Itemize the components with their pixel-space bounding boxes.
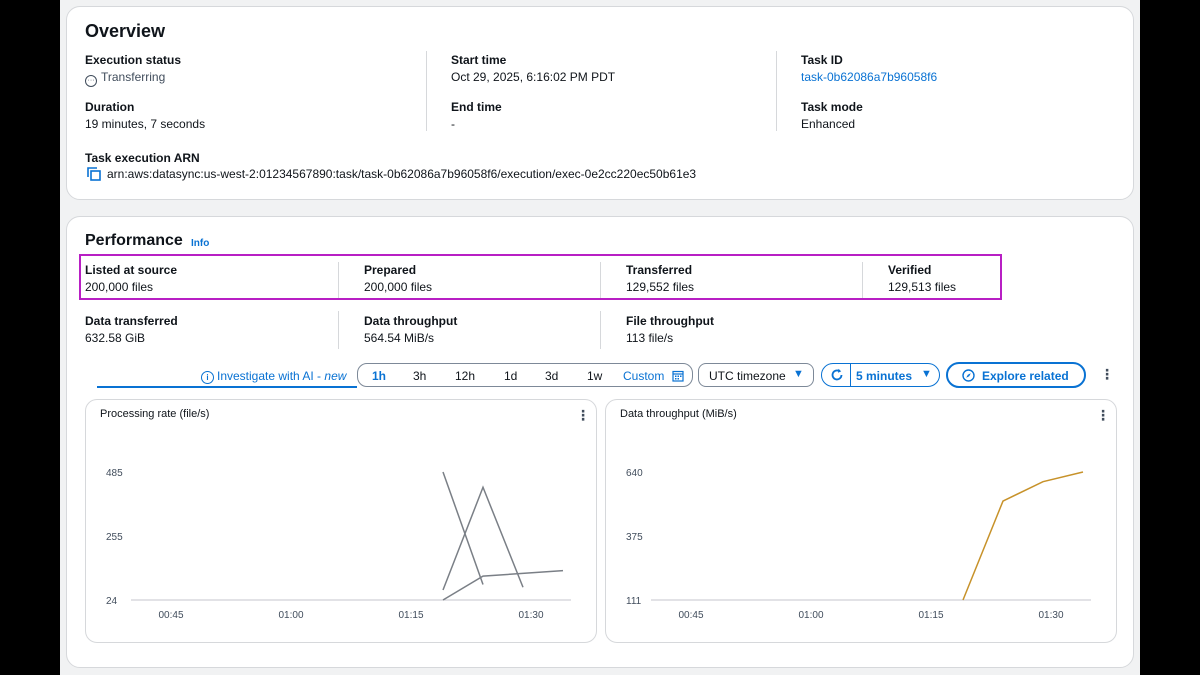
- y-tick-label: 485: [106, 468, 123, 479]
- overview-card: Overview Execution status ··· Transferrin…: [66, 6, 1134, 200]
- refresh-interval-select[interactable]: 5 minutes: [856, 369, 913, 383]
- range-12h[interactable]: 12h: [455, 369, 476, 383]
- more-options-icon[interactable]: ⋮: [1100, 366, 1114, 382]
- metric-label: Prepared: [364, 263, 417, 277]
- arn-label: Task execution ARN: [85, 151, 200, 165]
- x-tick-label: 01:30: [1038, 610, 1063, 621]
- calendar-icon: [672, 370, 684, 382]
- task-id-label: Task ID: [801, 53, 843, 67]
- range-1w[interactable]: 1w: [587, 369, 603, 383]
- chart-menu-icon[interactable]: ⋮: [576, 407, 590, 423]
- timezone-select[interactable]: UTC timezone ▼: [698, 363, 814, 387]
- x-tick-label: 01:00: [278, 610, 303, 621]
- x-tick-label: 01:00: [798, 610, 823, 621]
- execution-status-label: Execution status: [85, 53, 182, 67]
- info-circle-icon: i: [201, 371, 214, 384]
- metric-value: 129,513 files: [888, 280, 957, 294]
- investigate-ai-link[interactable]: i Investigate with AI - new: [201, 369, 346, 384]
- task-id-link[interactable]: task-0b62086a7b96058f6: [801, 70, 938, 84]
- chart-title: Data throughput (MiB/s): [620, 408, 737, 420]
- divider: [338, 311, 339, 349]
- page: Overview Execution status ··· Transferrin…: [60, 0, 1140, 675]
- end-time-value: -: [451, 117, 455, 131]
- execution-status-value: ··· Transferring: [85, 70, 166, 87]
- divider: [338, 262, 339, 298]
- x-tick-label: 01:15: [398, 610, 423, 621]
- task-mode-value: Enhanced: [801, 117, 856, 131]
- metric-label: File throughput: [626, 314, 714, 328]
- range-custom[interactable]: Custom: [623, 369, 684, 383]
- x-tick-label: 00:45: [158, 610, 183, 621]
- caret-down-icon: ▼: [793, 368, 804, 380]
- range-3h[interactable]: 3h: [413, 369, 427, 383]
- timezone-label: UTC timezone: [709, 369, 786, 383]
- metric-value: 113 file/s: [626, 331, 674, 345]
- metric-value: 564.54 MiB/s: [364, 331, 435, 345]
- divider: [600, 311, 601, 349]
- explore-related-label: Explore related: [982, 369, 1069, 383]
- metric-label: Transferred: [626, 263, 693, 277]
- performance-title: Performance: [85, 232, 183, 249]
- arn-value: arn:aws:datasync:us-west-2:01234567890:t…: [107, 167, 697, 181]
- divider: [426, 51, 427, 131]
- end-time-label: End time: [451, 100, 502, 114]
- data-throughput-chart: 640 375 111 00:45 01:00 01:15 01:30: [626, 468, 1091, 621]
- explore-related-button[interactable]: Explore related: [946, 362, 1086, 388]
- y-tick-label: 375: [626, 532, 643, 543]
- chart-menu-icon[interactable]: ⋮: [1096, 407, 1110, 423]
- range-1d[interactable]: 1d: [504, 369, 518, 383]
- start-time-label: Start time: [451, 53, 507, 67]
- divider: [776, 51, 777, 131]
- overview-title: Overview: [85, 21, 166, 41]
- x-tick-label: 01:30: [518, 610, 543, 621]
- series-line: [962, 471, 1084, 601]
- processing-rate-chart-card: Processing rate (file/s) ⋮ 485 255 24 00:45…: [85, 399, 597, 643]
- metric-label: Data throughput: [364, 314, 458, 328]
- range-3d[interactable]: 3d: [545, 369, 559, 383]
- info-link[interactable]: Info: [191, 238, 210, 249]
- divider: [862, 262, 863, 298]
- metric-value: 200,000 files: [364, 280, 433, 294]
- compass-icon: [962, 369, 975, 382]
- caret-down-icon: ▼: [921, 368, 932, 380]
- copy-icon[interactable]: [87, 167, 101, 181]
- series-line: [442, 471, 484, 585]
- refresh-button[interactable]: [824, 364, 851, 386]
- task-mode-label: Task mode: [801, 100, 863, 114]
- y-tick-label: 111: [626, 596, 642, 607]
- metric-value: 200,000 files: [85, 280, 154, 294]
- duration-value: 19 minutes, 7 seconds: [85, 117, 206, 131]
- divider: [600, 262, 601, 298]
- y-tick-label: 640: [626, 468, 643, 479]
- refresh-icon: [831, 368, 843, 381]
- refresh-control: 5 minutes ▼: [821, 363, 940, 387]
- metric-highlight-box: [79, 254, 1002, 300]
- investigate-ai-label: Investigate with AI -: [217, 369, 325, 383]
- y-tick-label: 24: [106, 596, 118, 607]
- metric-label: Data transferred: [85, 314, 178, 328]
- data-throughput-chart-card: Data throughput (MiB/s) ⋮ 640 375 111 00:45…: [605, 399, 1117, 643]
- range-1h[interactable]: 1h: [372, 369, 387, 383]
- time-range-selector: 1h 3h 12h 1d 3d 1w Custom: [357, 363, 693, 387]
- in-progress-icon: ···: [85, 75, 97, 87]
- y-tick-label: 255: [106, 532, 123, 543]
- custom-label: Custom: [623, 369, 665, 383]
- processing-rate-chart: 485 255 24 00:45 01:00 01:15 01:30: [106, 468, 571, 621]
- metric-label: Verified: [888, 263, 932, 277]
- start-time-value: Oct 29, 2025, 6:16:02 PM PDT: [451, 70, 616, 84]
- metric-value: 129,552 files: [626, 280, 695, 294]
- tab-underline: [97, 386, 357, 388]
- series-line: [442, 485, 524, 591]
- duration-label: Duration: [85, 100, 135, 114]
- metric-value: 632.58 GiB: [85, 331, 146, 345]
- series-line: [442, 569, 564, 601]
- metric-label: Listed at source: [85, 263, 178, 277]
- x-tick-label: 00:45: [678, 610, 703, 621]
- x-tick-label: 01:15: [918, 610, 943, 621]
- new-tag: new: [324, 369, 347, 383]
- performance-card: Performance Info Listed at source 200,00…: [66, 216, 1134, 668]
- execution-status-text: Transferring: [101, 70, 166, 84]
- chart-title: Processing rate (file/s): [100, 408, 210, 420]
